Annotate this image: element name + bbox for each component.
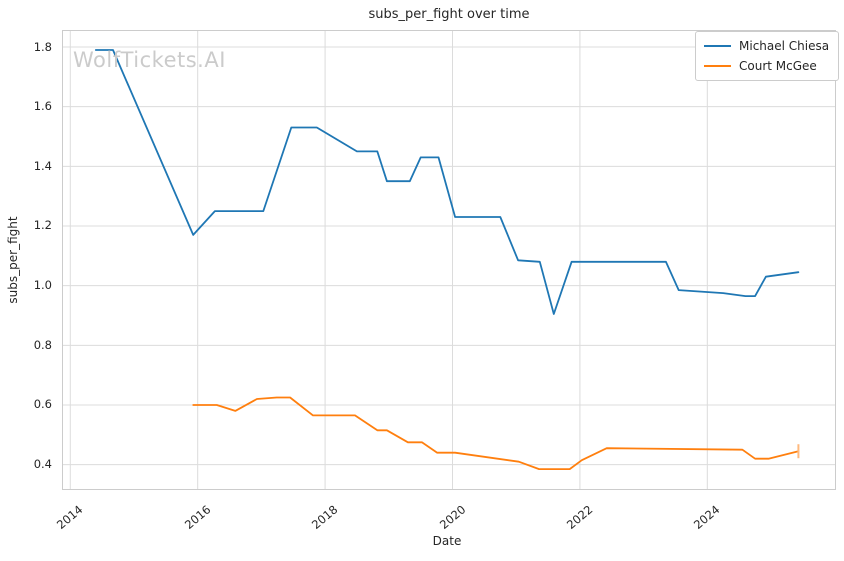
- y-tick-label-1.2: 1.2: [33, 218, 52, 233]
- series-line-court-mcgee: [192, 396, 800, 471]
- watermark: WolfTickets.AI: [73, 48, 226, 72]
- legend-item-michael-chiesa: Michael Chiesa: [696, 36, 838, 56]
- y-tick-label-0.4: 0.4: [33, 457, 52, 472]
- legend-item-label: Michael Chiesa: [739, 39, 830, 53]
- legend-item-court-mcgee: Court McGee: [696, 56, 838, 76]
- legend: Michael Chiesa Court McGee: [695, 31, 839, 81]
- y-axis-label: subs_per_fight: [6, 216, 20, 304]
- legend-line-swatch-court-mcgee: [704, 65, 731, 67]
- y-tick-label-1.6: 1.6: [33, 99, 52, 114]
- y-tick-label-1.8: 1.8: [33, 39, 52, 54]
- x-axis-label: Date: [432, 534, 462, 548]
- legend-item-label: Court McGee: [739, 59, 817, 73]
- y-tick-label-1.4: 1.4: [33, 158, 52, 173]
- chart-title: subs_per_fight over time: [368, 7, 530, 22]
- series-line-michael-chiesa: [94, 49, 800, 315]
- y-tick-label-1: 1.0: [33, 278, 52, 293]
- plot-border: [62, 30, 836, 490]
- y-tick-label-0.8: 0.8: [33, 337, 52, 352]
- legend-line-swatch-michael-chiesa: [704, 45, 731, 47]
- y-tick-label-0.6: 0.6: [33, 397, 52, 412]
